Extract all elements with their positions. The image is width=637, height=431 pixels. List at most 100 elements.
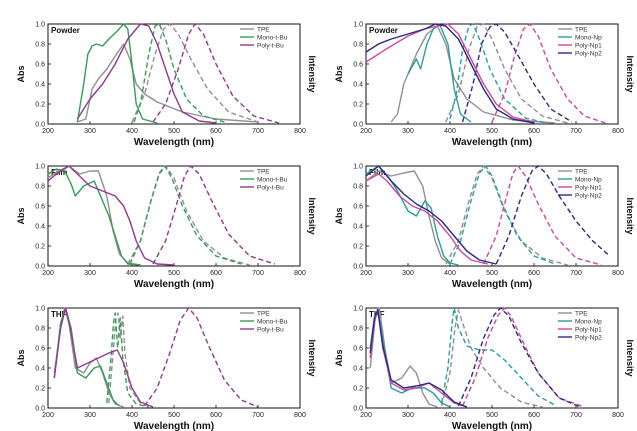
x-tick-label: 500 [168, 128, 180, 135]
x-tick-label: 600 [528, 128, 540, 135]
y-tick-label: 0.6 [35, 346, 45, 353]
absorption-line-3 [53, 307, 154, 408]
emission-line-1 [127, 165, 250, 266]
emission-line-3 [461, 307, 585, 408]
y-axis-label: Abs [334, 349, 344, 366]
emission-line-3 [491, 23, 606, 124]
y-tick-label: 0.4 [35, 82, 45, 89]
x-axis-label: Wavelength (nm) [452, 421, 532, 431]
x-tick-label: 800 [294, 270, 306, 277]
y-tick-label: 0.0 [35, 406, 45, 413]
legend-label: Poly-t-Bu [257, 326, 284, 333]
absorption-line-4 [369, 309, 468, 408]
y-tick-label: 0.0 [35, 122, 45, 129]
x-tick-label: 700 [570, 412, 582, 419]
y-axis-label: Abs [334, 65, 344, 82]
x-tick-label: 700 [252, 270, 264, 277]
emission-line-1 [440, 309, 543, 408]
absorption-line-2 [369, 312, 451, 408]
absorption-line-1 [77, 43, 259, 123]
x-tick-label: 800 [612, 128, 624, 135]
y-tick-label: 0.0 [353, 406, 363, 413]
emission-line-2 [133, 23, 225, 123]
x-tick-label: 300 [84, 412, 96, 419]
y-tick-label: 0.2 [353, 102, 363, 109]
legend-label: Mono-t-Bu [257, 176, 288, 183]
y-tick-label: 0.4 [353, 224, 363, 231]
emission-line-3 [482, 165, 602, 266]
x-tick-label: 300 [402, 412, 414, 419]
x-tick-label: 400 [444, 412, 456, 419]
x-tick-label: 300 [84, 128, 96, 135]
legend-label: TPE [257, 310, 270, 317]
y-tick-label: 0.8 [353, 326, 363, 333]
y-tick-label: 1.0 [35, 164, 45, 171]
legend-label: TPE [575, 26, 588, 33]
y-tick-label: 0.4 [35, 366, 45, 373]
x-tick-label: 500 [168, 270, 180, 277]
absorption-line-4 [365, 23, 535, 124]
emission-line-2 [449, 165, 556, 265]
chart-panel-6: 200 300 400 500 600 700 800 0.0 0.2 0.4 0.6 0.8 1.0 W… [334, 306, 635, 431]
x-tick-label: 200 [360, 128, 372, 135]
emission-line-2 [129, 165, 242, 265]
y-axis-label: Abs [16, 207, 26, 224]
x-tick-label: 500 [486, 270, 498, 277]
x-tick-label: 200 [42, 412, 54, 419]
legend-label: Poly-t-Bu [257, 42, 284, 49]
x-tick-label: 500 [486, 412, 498, 419]
legend-label: Poly-Np2 [575, 50, 602, 57]
legend-label: Poly-Np2 [575, 334, 602, 341]
legend-label: Poly-Np1 [575, 42, 602, 49]
x-tick-label: 800 [294, 412, 306, 419]
legend-label: Mono-t-Bu [257, 34, 288, 41]
absorption-line-3 [76, 23, 217, 124]
x-tick-label: 200 [42, 270, 54, 277]
absorption-line-2 [47, 168, 141, 266]
emission-line-3 [152, 165, 276, 265]
y-tick-label: 0.0 [35, 264, 45, 271]
legend-label: Mono-Np [575, 176, 602, 183]
y-axis-right-label: Intensity [625, 339, 635, 376]
y-tick-label: 0.6 [353, 62, 363, 69]
absorption-line-2 [365, 165, 459, 266]
legend-label: TPE [257, 168, 270, 175]
y-tick-label: 0.6 [353, 204, 363, 211]
y-tick-label: 1.0 [353, 164, 363, 171]
absorption-line-1 [390, 25, 556, 124]
y-tick-label: 1.0 [353, 22, 363, 29]
legend-label: TPE [575, 168, 588, 175]
chart-panel-3: 200 300 400 500 600 700 800 0.0 0.2 0.4 0.6 0.8 1.0 W… [16, 164, 317, 291]
y-tick-label: 0.2 [353, 386, 363, 393]
chart-panel-4: 200 300 400 500 600 700 800 0.0 0.2 0.4 0.6 0.8 1.0 W… [334, 164, 635, 291]
y-tick-label: 0.2 [35, 102, 45, 109]
y-axis-label: Abs [16, 65, 26, 82]
x-tick-label: 400 [444, 270, 456, 277]
y-tick-label: 0.2 [35, 386, 45, 393]
y-tick-label: 1.0 [35, 22, 45, 29]
x-tick-label: 300 [402, 128, 414, 135]
emission-line-4 [495, 165, 611, 265]
y-tick-label: 1.0 [353, 306, 363, 313]
absorption-line-3 [365, 173, 488, 265]
y-axis-right-label: Intensity [307, 197, 317, 234]
emission-line-1 [108, 312, 154, 408]
x-axis-label: Wavelength (nm) [452, 279, 532, 290]
emission-line-4 [461, 23, 573, 123]
y-axis-right-label: Intensity [625, 197, 635, 234]
x-tick-label: 400 [126, 412, 138, 419]
x-tick-label: 200 [360, 270, 372, 277]
y-tick-label: 0.6 [35, 62, 45, 69]
emission-line-1 [445, 165, 568, 266]
y-tick-label: 0.2 [353, 244, 363, 251]
x-tick-label: 400 [126, 270, 138, 277]
legend-label: Poly-Np1 [575, 184, 602, 191]
y-tick-label: 0.8 [35, 184, 45, 191]
x-tick-label: 600 [528, 412, 540, 419]
y-tick-label: 0.6 [35, 204, 45, 211]
y-axis-label: Abs [334, 207, 344, 224]
emission-line-3 [152, 23, 280, 124]
y-tick-label: 0.8 [353, 184, 363, 191]
y-tick-label: 0.0 [353, 264, 363, 271]
